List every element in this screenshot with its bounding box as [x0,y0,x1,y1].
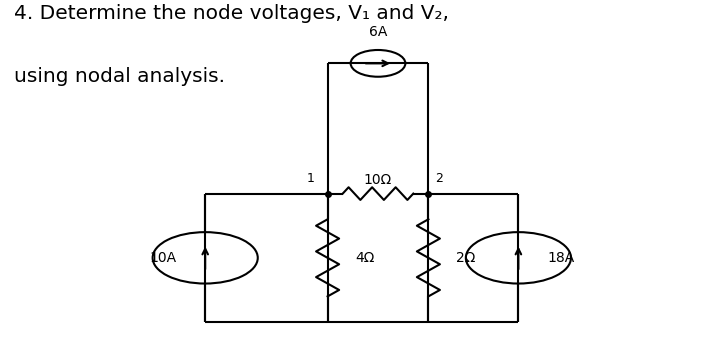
Text: 10A: 10A [149,251,176,265]
Text: 6A: 6A [369,25,387,39]
Text: 2: 2 [436,172,444,185]
Text: 4. Determine the node voltages, V₁ and V₂,: 4. Determine the node voltages, V₁ and V… [14,4,449,23]
Text: 18A: 18A [547,251,575,265]
Text: 4Ω: 4Ω [355,251,374,265]
Text: 10Ω: 10Ω [364,173,392,187]
Text: 1: 1 [307,172,315,185]
Text: using nodal analysis.: using nodal analysis. [14,67,225,86]
Text: 2Ω: 2Ω [456,251,475,265]
